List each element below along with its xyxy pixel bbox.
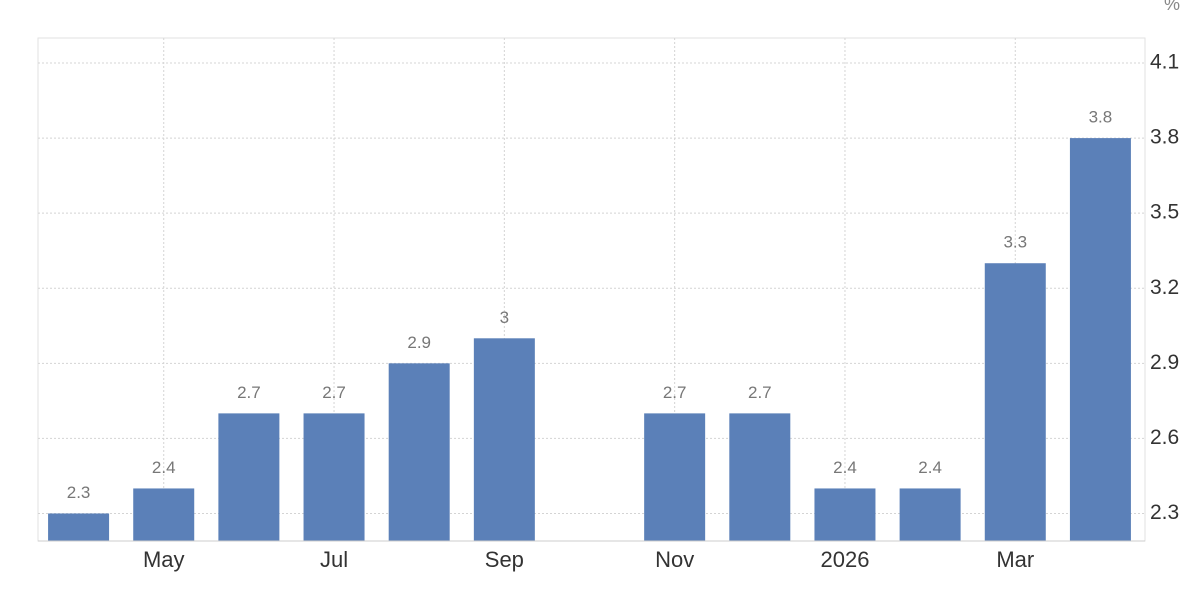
value-label: 2.3 (67, 483, 91, 502)
x-tick-label: 2026 (820, 547, 869, 572)
value-label: 3.3 (1003, 233, 1027, 252)
value-label: 2.9 (407, 333, 431, 352)
value-label: 2.7 (322, 383, 346, 402)
x-tick-label: Sep (485, 547, 524, 572)
bar (899, 488, 961, 541)
bar (303, 413, 365, 541)
x-tick-label: Mar (996, 547, 1034, 572)
bar (729, 413, 791, 541)
bar (388, 363, 450, 541)
unit-label: % (1164, 0, 1180, 14)
y-tick-label: 2.6 (1150, 426, 1179, 449)
y-tick-label: 2.9 (1150, 351, 1179, 374)
bar (133, 488, 195, 541)
y-tick-label: 3.8 (1150, 126, 1179, 149)
x-tick-label: May (143, 547, 185, 572)
bar (1069, 138, 1131, 542)
bar (814, 488, 876, 541)
value-label: 2.7 (237, 383, 261, 402)
x-tick-label: Nov (655, 547, 694, 572)
bar (473, 338, 535, 541)
value-label: 2.7 (663, 383, 687, 402)
bar (218, 413, 280, 541)
y-tick-label: 3.2 (1150, 276, 1179, 299)
value-label: 2.4 (833, 458, 857, 477)
bar (48, 513, 110, 541)
bar (984, 263, 1046, 541)
y-tick-label: 3.5 (1150, 201, 1179, 224)
y-tick-label: 2.3 (1150, 501, 1179, 524)
value-label: 3 (500, 308, 509, 327)
x-tick-label: Jul (320, 547, 348, 572)
value-label: 2.4 (918, 458, 942, 477)
y-tick-label: 4.1 (1150, 51, 1179, 74)
bar (644, 413, 706, 541)
plot-frame (37, 37, 1146, 542)
value-label: 2.7 (748, 383, 772, 402)
value-label: 3.8 (1089, 108, 1113, 127)
value-label: 2.4 (152, 458, 176, 477)
